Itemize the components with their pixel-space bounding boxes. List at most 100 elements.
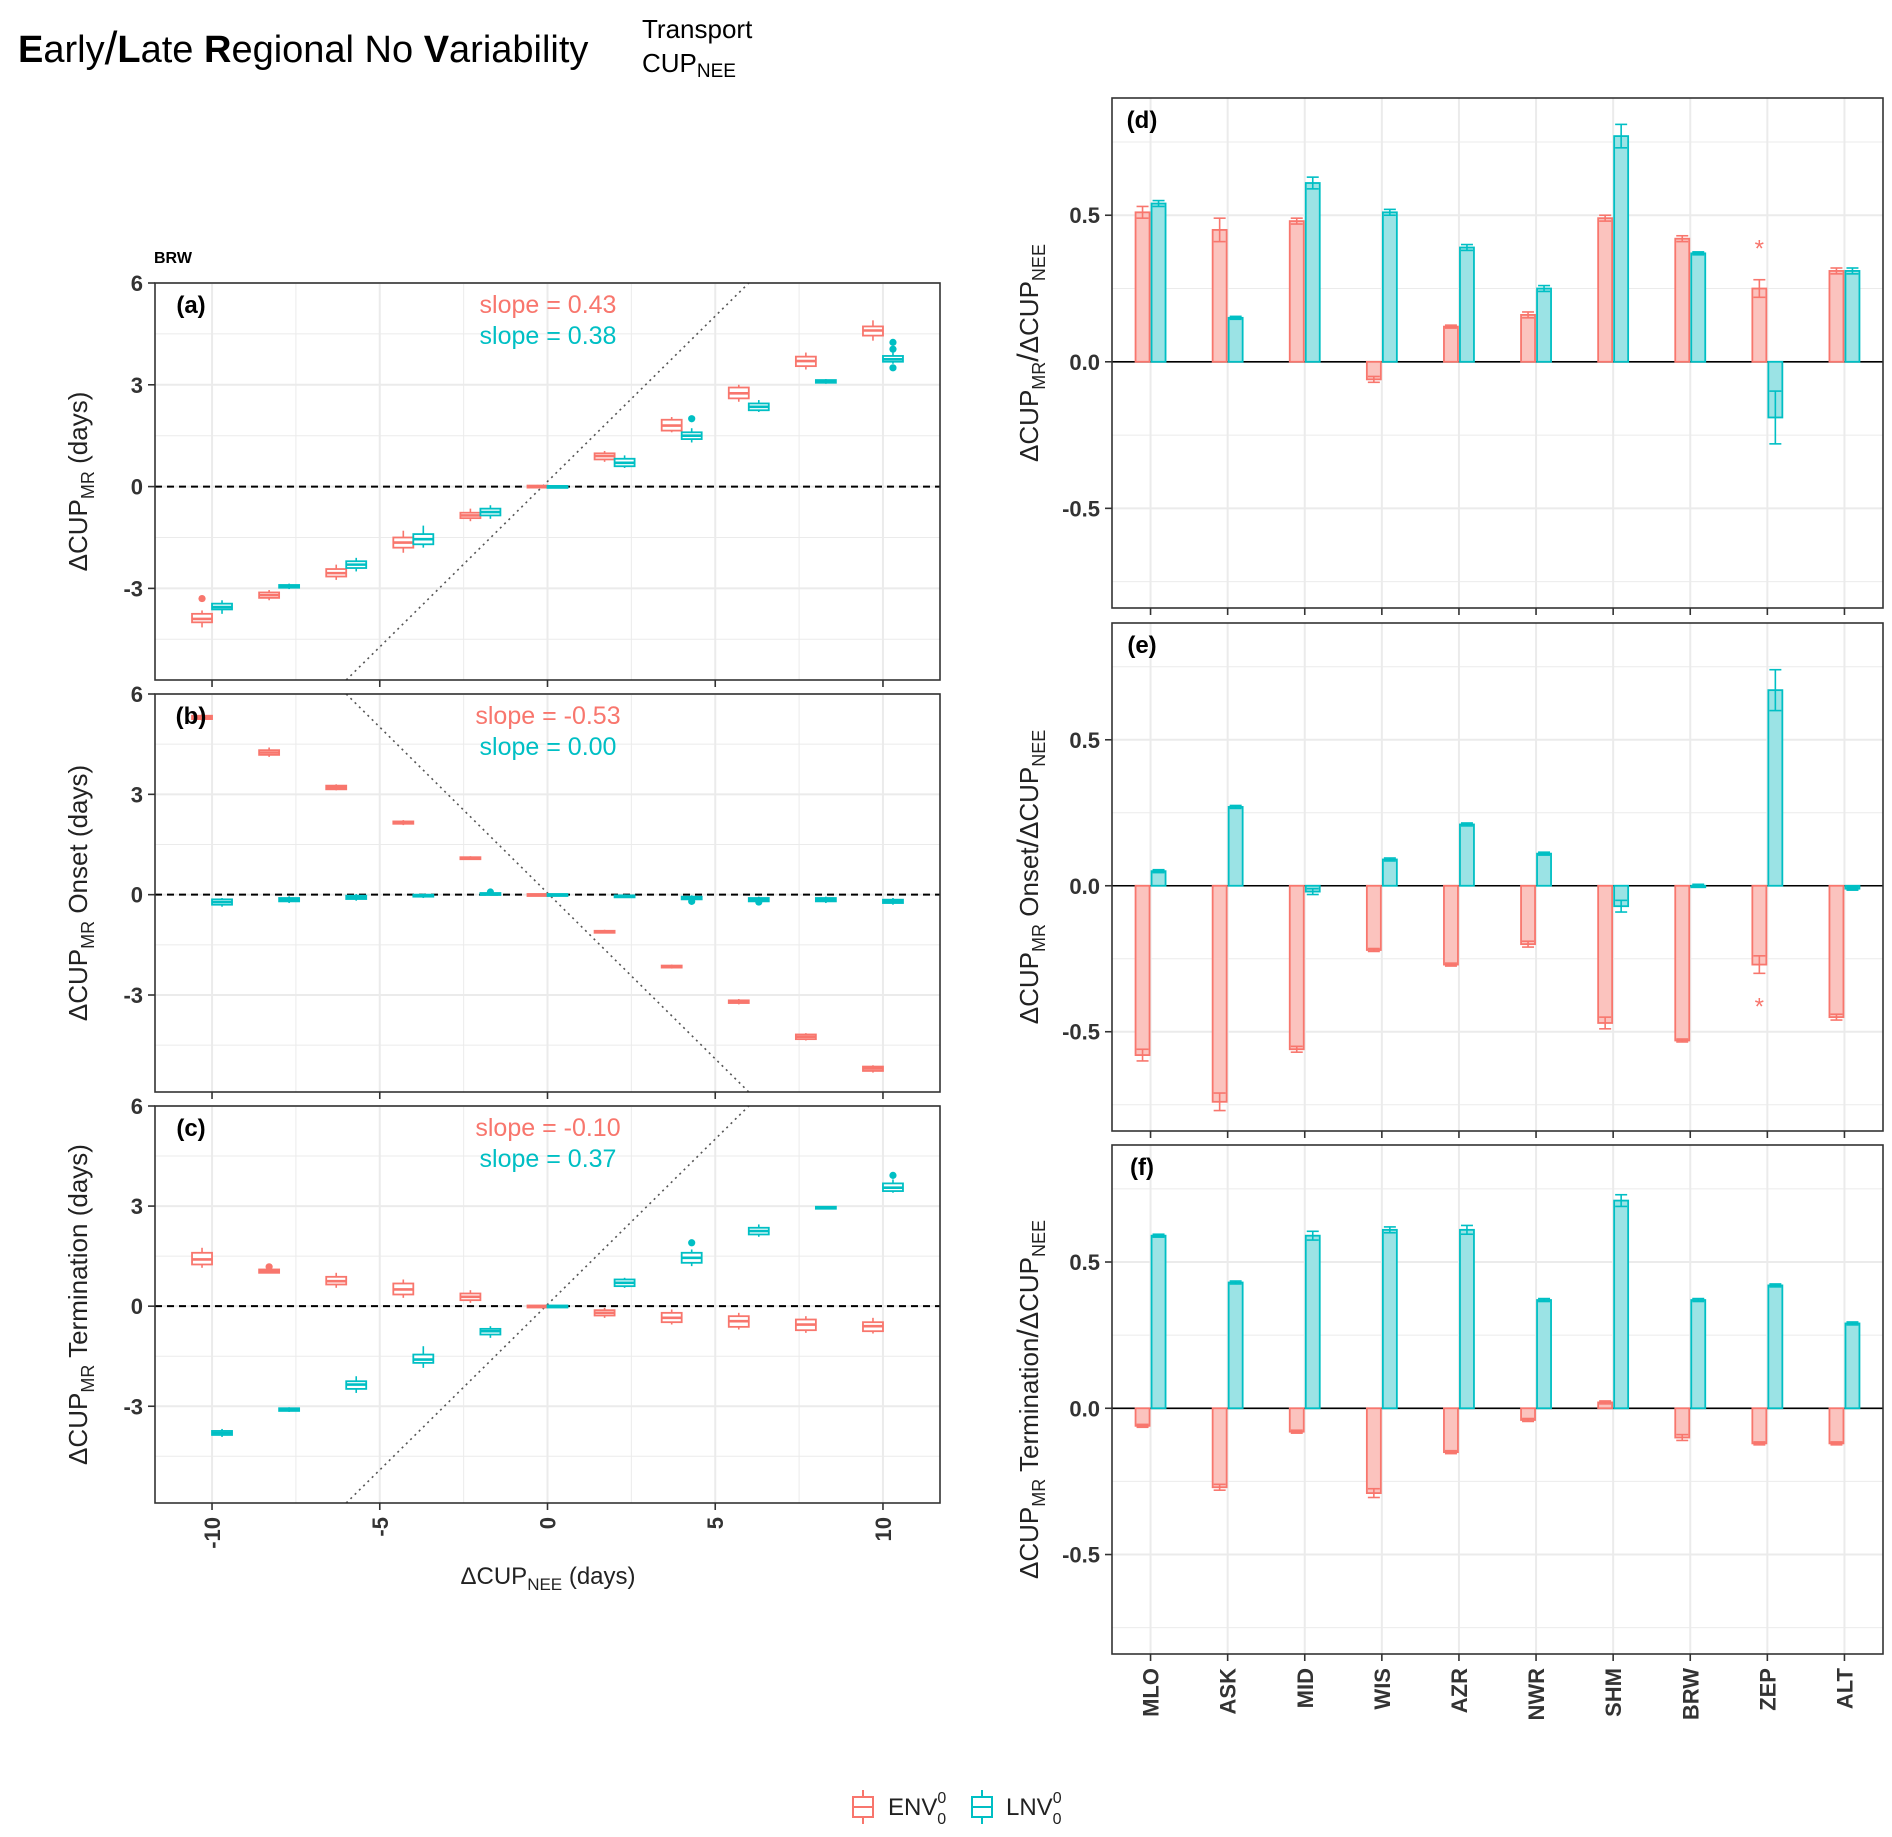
y-tick-label: 0.5	[1069, 1250, 1100, 1275]
box-env	[258, 747, 281, 757]
bar-body	[1211, 228, 1228, 363]
bar-body	[1844, 270, 1861, 363]
box-env	[593, 929, 616, 934]
x-tick-label: 5	[703, 1517, 728, 1529]
bar-lnv	[1459, 822, 1475, 887]
box-env	[392, 820, 415, 826]
bar-env	[1365, 1407, 1382, 1499]
panel-label: (e)	[1127, 632, 1156, 659]
significance-star: *	[1755, 994, 1764, 1021]
figure-title-subscript: CUPNEE	[642, 48, 736, 82]
panel-label: (d)	[1127, 107, 1158, 134]
bar-body	[1674, 237, 1691, 363]
box-outlier	[198, 594, 206, 603]
box-lnv	[211, 1428, 233, 1437]
bar-body	[1211, 884, 1228, 1103]
box-env	[593, 450, 616, 462]
y-axis-title: ΔCUPMR Onset/ΔCUPNEE	[1012, 730, 1049, 1025]
bar-body	[1134, 211, 1151, 363]
bar-env	[1365, 360, 1382, 384]
y-tick-label: -3	[123, 1394, 143, 1419]
x-tick-label: AZR	[1447, 1668, 1472, 1713]
y-tick-label: -0.5	[1062, 1543, 1100, 1568]
slope-label-env: slope = -0.10	[475, 1114, 620, 1142]
y-axis-title: ΔCUPMR Termination (days)	[63, 1144, 98, 1465]
x-tick-label: MID	[1293, 1668, 1318, 1708]
panel-border	[1111, 1144, 1884, 1655]
bar-body	[1211, 1407, 1228, 1489]
bar-env	[1520, 311, 1536, 363]
bar-body	[1459, 823, 1475, 887]
bar-body	[1613, 135, 1630, 363]
bar-body	[1690, 252, 1707, 363]
bar-lnv	[1304, 176, 1321, 363]
chart-panel-b: (b) slope = -0.53 slope = 0.00 -3 0 3 6 ΔCUPMR …	[63, 682, 941, 1099]
box-lnv	[412, 525, 435, 548]
bar-body	[1536, 287, 1552, 363]
box-lnv	[546, 485, 569, 489]
bar-body	[1288, 1407, 1305, 1433]
bar-lnv	[1613, 884, 1630, 913]
bar-lnv	[1150, 199, 1167, 363]
box-lnv	[412, 1346, 435, 1368]
box-env	[191, 714, 213, 721]
box-outlier	[486, 888, 495, 896]
y-tick-label: 0	[131, 475, 143, 500]
y-axis-title: ΔCUPMR/ΔCUPNEE	[1012, 244, 1049, 462]
bar-lnv	[1844, 884, 1861, 891]
figure-title: Early/Late Regional No Variability	[18, 22, 588, 74]
y-tick-label: 0	[131, 1294, 143, 1319]
one-to-one-line	[345, 282, 750, 681]
bar-env	[1674, 884, 1691, 1043]
y-tick-label: 3	[131, 373, 143, 398]
box-lnv	[747, 400, 770, 412]
bar-body	[1536, 852, 1552, 887]
y-axis-title: ΔCUPMR Onset (days)	[63, 765, 98, 1021]
box-lnv	[882, 898, 904, 905]
panel-label: (f)	[1130, 1154, 1154, 1181]
box-lnv	[278, 1407, 301, 1412]
bar-body	[1597, 884, 1614, 1024]
y-tick-label: 0.0	[1069, 1396, 1100, 1421]
y-tick-label: 0.5	[1069, 728, 1100, 753]
box-env	[392, 1279, 415, 1298]
bar-body	[1443, 325, 1459, 363]
bar-env	[1674, 1407, 1691, 1442]
box-outlier	[755, 898, 763, 906]
box-env	[727, 999, 750, 1005]
bar-body	[1828, 270, 1845, 363]
chart-panel-e: * (e) -0.5 0.0 0.5 ΔCUPMR Onset/ΔCUPNEE	[1012, 622, 1884, 1138]
box-outlier	[889, 338, 897, 346]
bar-lnv	[1459, 1224, 1475, 1410]
x-tick-label: 10	[871, 1517, 896, 1541]
box-lnv	[479, 1326, 502, 1338]
bar-body	[1844, 1322, 1861, 1410]
box-env	[325, 784, 348, 791]
box-lnv	[613, 1277, 636, 1288]
bar-env	[1597, 884, 1614, 1030]
bar-body	[1674, 1407, 1691, 1439]
x-tick-label: WIS	[1370, 1668, 1395, 1710]
bar-body	[1443, 1407, 1459, 1454]
bar-env	[1828, 267, 1845, 363]
chart-panel-c: (c) slope = -0.10 slope = 0.37 -10 -5 0 5 10 -3 0…	[63, 1094, 941, 1549]
bar-env	[1597, 214, 1614, 363]
x-axis-title-left: ΔCUPNEE (days)	[460, 1563, 635, 1594]
y-tick-label: 0.5	[1069, 203, 1100, 228]
box-lnv	[814, 896, 837, 904]
bar-lnv	[1227, 1280, 1244, 1410]
significance-star: *	[1755, 236, 1764, 263]
bar-body	[1288, 220, 1305, 363]
box-lnv	[680, 428, 703, 443]
bar-body	[1459, 1228, 1475, 1410]
box-env	[727, 1312, 750, 1330]
box-lnv	[345, 1376, 368, 1393]
box-env	[191, 610, 213, 628]
legend: ENV0 0 LNV0 0	[852, 1790, 1062, 1828]
bar-env	[1520, 884, 1536, 948]
legend-label-lnv: LNV0 0	[1006, 1790, 1062, 1828]
bar-body	[1520, 884, 1536, 946]
box-lnv	[613, 455, 636, 468]
y-tick-label: 6	[131, 271, 143, 296]
